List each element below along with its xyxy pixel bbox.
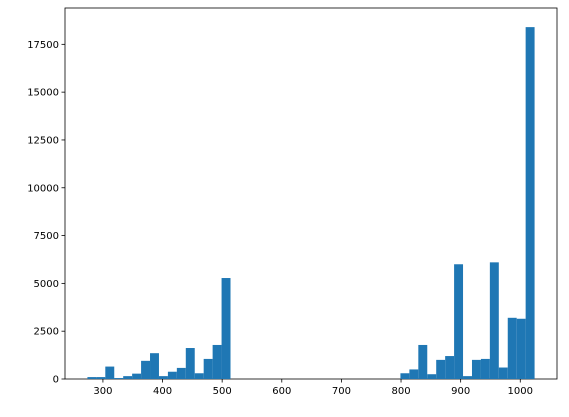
bar: [132, 373, 142, 379]
y-tick-label: 7500: [34, 231, 59, 242]
bar: [141, 360, 151, 379]
bar: [516, 318, 526, 379]
y-tick-label: 2500: [34, 327, 59, 338]
bar: [212, 344, 222, 379]
y-tick-label: 17500: [27, 40, 59, 51]
bar: [114, 378, 124, 379]
bar: [185, 348, 195, 379]
bar: [221, 278, 231, 379]
x-tick-label: 300: [93, 386, 112, 397]
bar: [489, 262, 499, 379]
bar: [471, 359, 481, 379]
y-tick-label: 15000: [27, 88, 59, 99]
y-tick-label: 10000: [27, 183, 59, 194]
bar: [194, 373, 204, 379]
bar: [400, 373, 410, 379]
bar: [123, 376, 133, 379]
bar: [203, 358, 213, 379]
x-tick-label: 900: [451, 386, 470, 397]
y-tick-label: 0: [53, 375, 59, 386]
bar: [409, 369, 419, 379]
x-tick-label: 400: [153, 386, 172, 397]
x-tick-label: 800: [391, 386, 410, 397]
y-tick-label: 12500: [27, 135, 59, 146]
bar: [498, 367, 508, 379]
y-tick-label: 5000: [34, 279, 59, 290]
bar: [176, 367, 186, 379]
x-tick-label: 600: [272, 386, 291, 397]
bar: [454, 264, 464, 379]
bar: [427, 374, 437, 379]
x-tick-label: 700: [332, 386, 351, 397]
bar: [507, 317, 517, 379]
x-tick-label: 1000: [508, 386, 533, 397]
bar: [96, 377, 106, 379]
bar: [525, 27, 535, 379]
bar: [167, 371, 177, 379]
bar: [480, 358, 490, 379]
x-tick-label: 500: [213, 386, 232, 397]
bar: [158, 376, 168, 379]
bar: [418, 344, 428, 379]
bar: [463, 376, 472, 379]
bar: [150, 353, 159, 379]
plot-frame: [64, 7, 558, 380]
bar: [436, 359, 446, 379]
bar: [105, 366, 115, 379]
bar: [87, 377, 97, 379]
bar: [445, 356, 455, 379]
